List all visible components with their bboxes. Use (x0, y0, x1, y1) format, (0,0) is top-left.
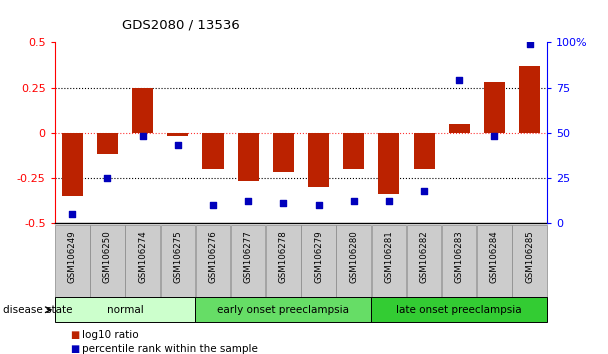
Bar (519, 66, 540, 133)
FancyBboxPatch shape (231, 224, 266, 297)
Text: early onset preeclampsia: early onset preeclampsia (218, 305, 350, 315)
Point (138, 133, 148, 139)
Text: normal: normal (106, 305, 143, 315)
Bar (484, 82, 505, 133)
Point (173, 143, 182, 148)
Text: GSM106274: GSM106274 (138, 230, 147, 283)
Point (67, 211, 77, 217)
Text: log10 ratio: log10 ratio (82, 330, 139, 339)
Bar (413, 133, 435, 169)
FancyBboxPatch shape (55, 224, 89, 297)
Point (314, 202, 323, 208)
Text: GSM106279: GSM106279 (314, 230, 323, 283)
Text: GSM106283: GSM106283 (455, 230, 464, 283)
Text: GSM106282: GSM106282 (420, 230, 429, 283)
Point (419, 188, 429, 193)
Text: GSM106285: GSM106285 (525, 230, 534, 283)
Text: GSM106276: GSM106276 (209, 230, 218, 283)
Bar (308, 133, 329, 187)
Point (525, 41, 534, 47)
Bar (273, 133, 294, 172)
Bar (167, 133, 188, 136)
FancyBboxPatch shape (195, 297, 371, 322)
FancyBboxPatch shape (196, 224, 230, 297)
Text: GSM106280: GSM106280 (349, 230, 358, 283)
Text: GSM106284: GSM106284 (490, 230, 499, 283)
FancyBboxPatch shape (90, 224, 125, 297)
Point (489, 133, 499, 139)
Point (208, 202, 218, 208)
FancyBboxPatch shape (336, 224, 371, 297)
Bar (449, 124, 470, 133)
Point (384, 199, 394, 204)
Bar (132, 88, 153, 133)
Text: disease state: disease state (3, 305, 72, 315)
Text: GSM106278: GSM106278 (279, 230, 288, 283)
FancyBboxPatch shape (302, 224, 336, 297)
FancyBboxPatch shape (477, 224, 512, 297)
FancyBboxPatch shape (513, 224, 547, 297)
Bar (202, 133, 224, 169)
Text: percentile rank within the sample: percentile rank within the sample (82, 344, 258, 354)
Text: GDS2080 / 13536: GDS2080 / 13536 (122, 19, 240, 32)
FancyBboxPatch shape (371, 224, 406, 297)
Text: GSM106281: GSM106281 (384, 230, 393, 283)
Bar (62, 133, 83, 196)
Bar (343, 133, 364, 169)
Text: GSM106249: GSM106249 (68, 230, 77, 283)
Bar (97, 133, 118, 154)
Text: GSM106277: GSM106277 (244, 230, 253, 283)
Point (349, 199, 359, 204)
Text: ■: ■ (70, 344, 79, 354)
Point (454, 78, 464, 83)
Text: late onset preeclampsia: late onset preeclampsia (396, 305, 522, 315)
Point (243, 199, 253, 204)
Bar (238, 133, 259, 182)
Text: ■: ■ (70, 330, 79, 339)
Point (278, 200, 288, 206)
FancyBboxPatch shape (125, 224, 160, 297)
Text: GSM106250: GSM106250 (103, 230, 112, 283)
FancyBboxPatch shape (266, 224, 300, 297)
Text: GSM106275: GSM106275 (173, 230, 182, 283)
FancyBboxPatch shape (55, 297, 195, 322)
Bar (378, 133, 399, 194)
FancyBboxPatch shape (161, 224, 195, 297)
FancyBboxPatch shape (407, 224, 441, 297)
Point (103, 175, 112, 181)
FancyBboxPatch shape (371, 297, 547, 322)
FancyBboxPatch shape (442, 224, 477, 297)
